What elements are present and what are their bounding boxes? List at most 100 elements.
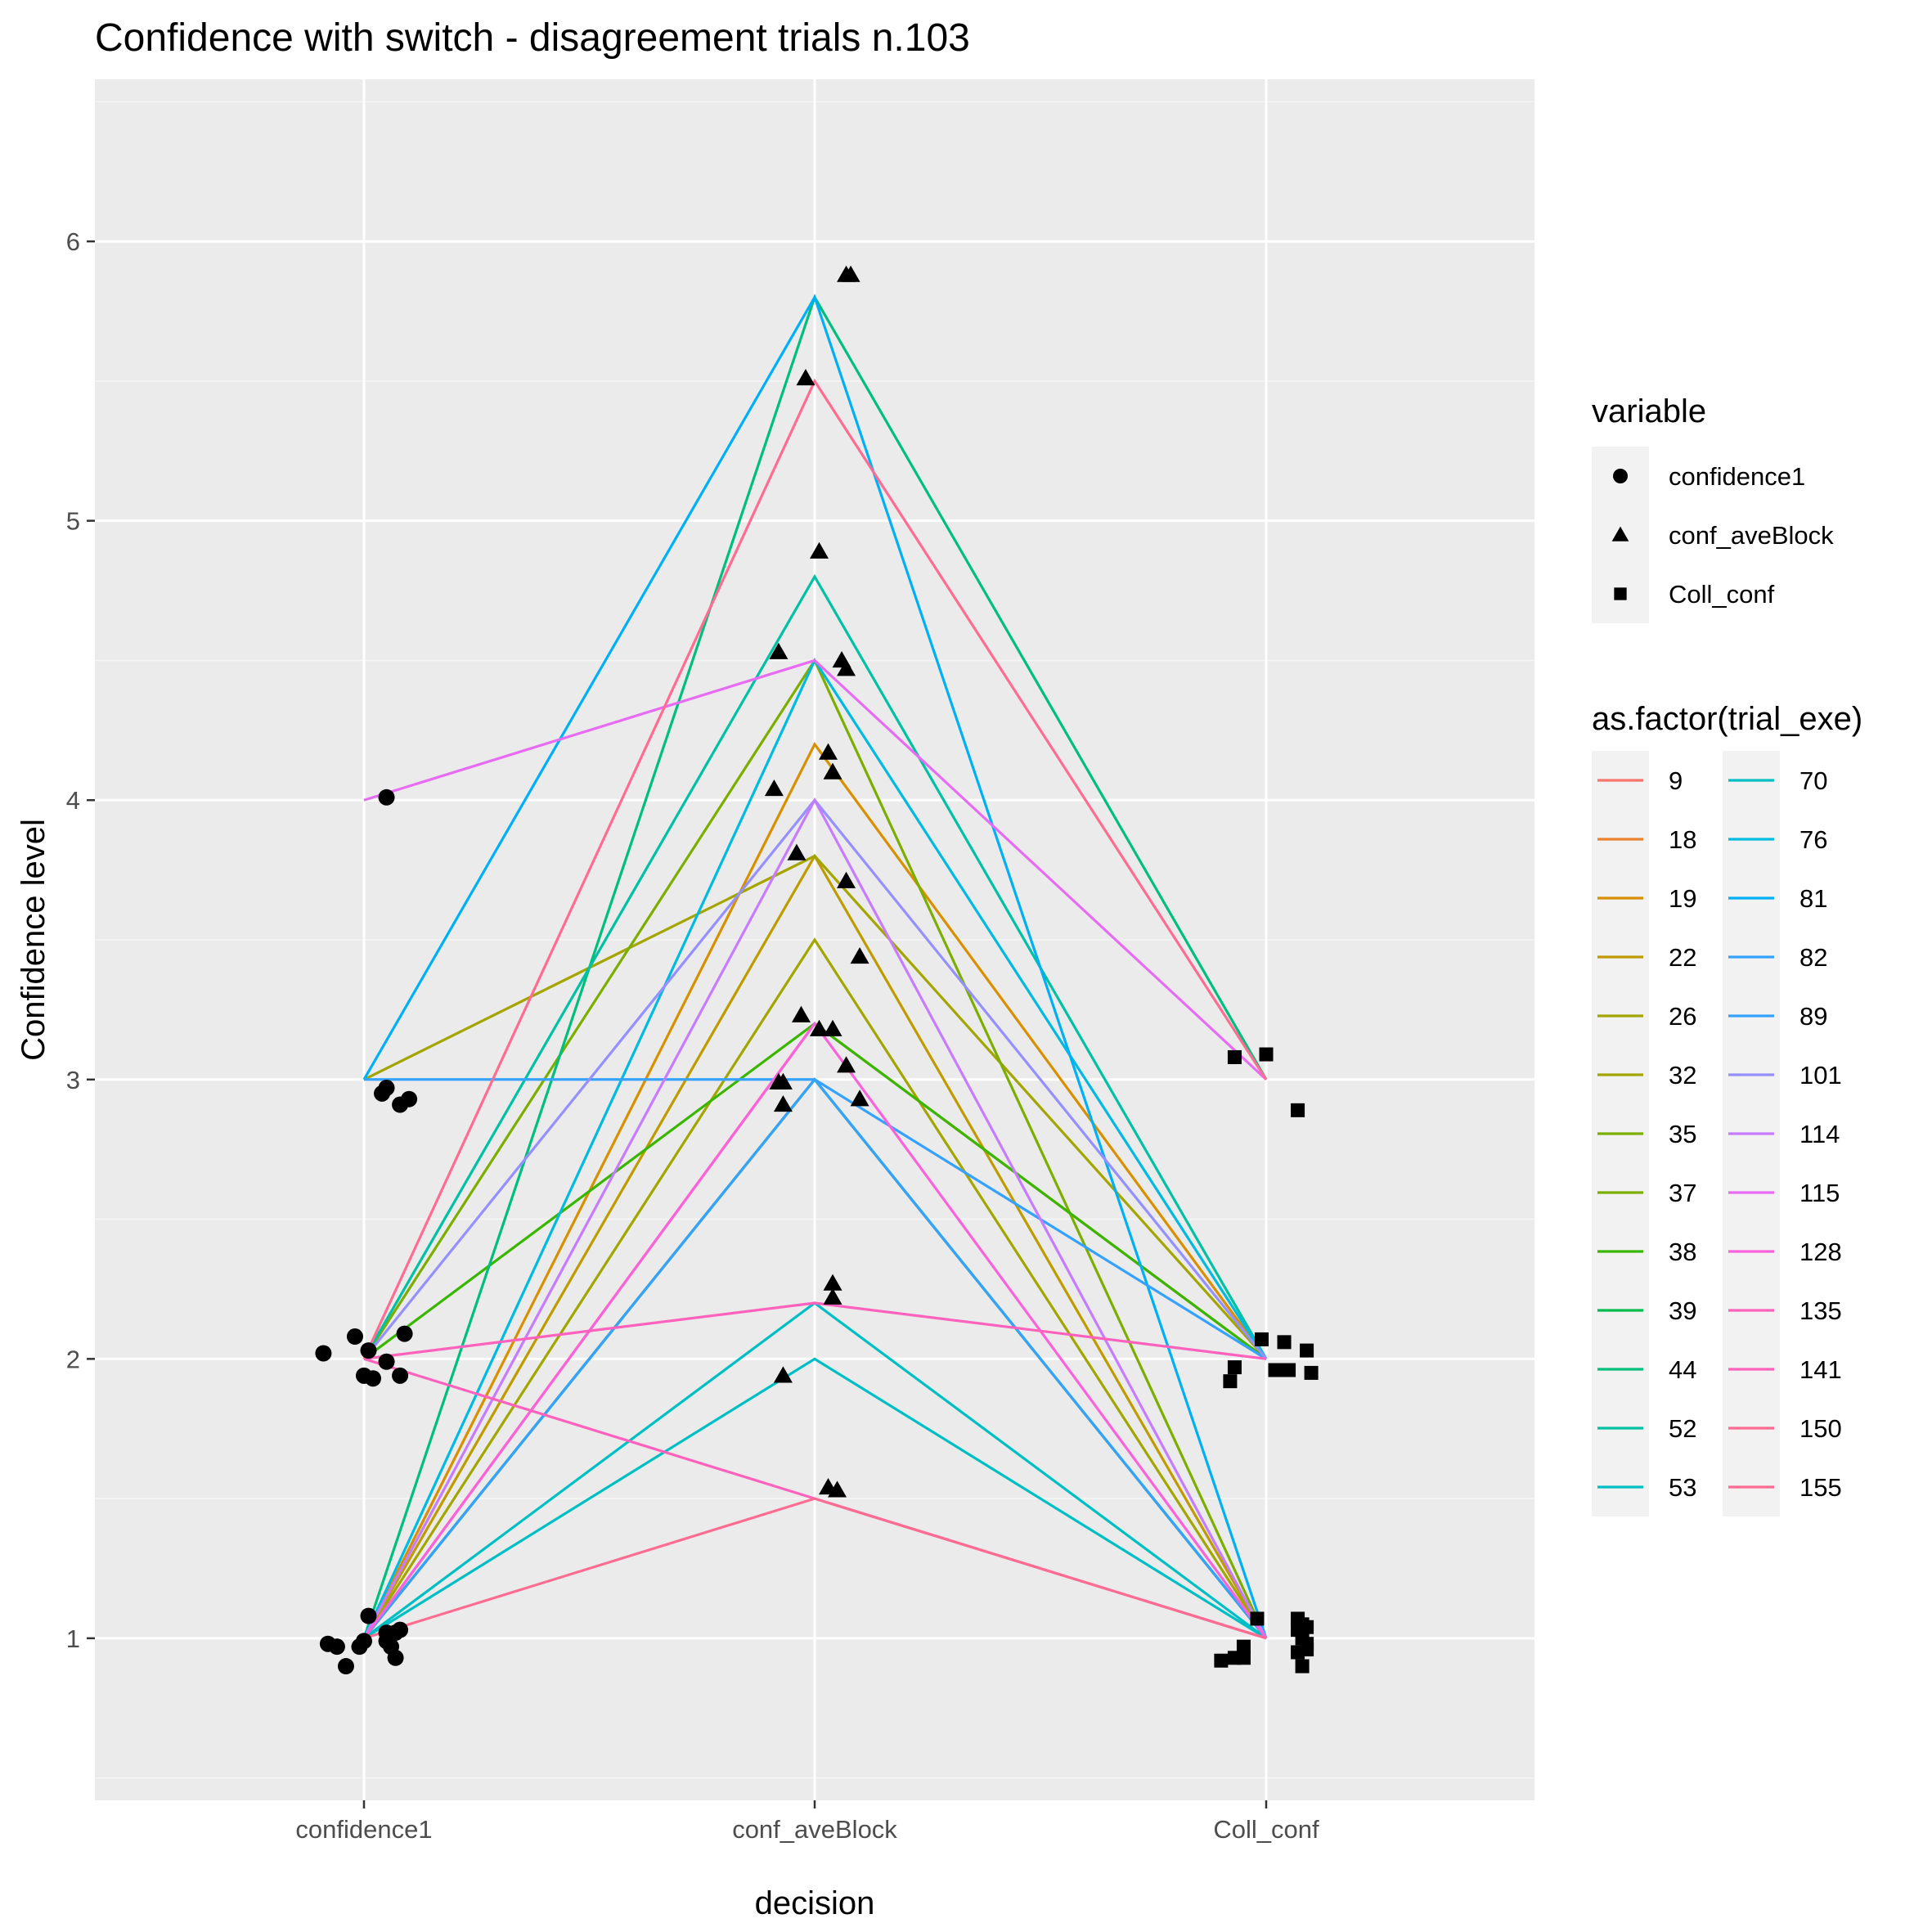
legend-label: Coll_conf [1669,580,1775,609]
x-axis: confidence1 conf_aveBlock Coll_conf [295,1800,1319,1844]
point-coll-conf [1250,1611,1265,1626]
point-conf-aveblock [837,659,856,676]
chart-title: Confidence with switch - disagreement tr… [95,16,970,60]
legend-trial-items: 9 18 19 22 26 32 35 37 38 39 44 52 53 70 76 81 82 89 101 11… [1592,751,1842,1516]
point-confidence1 [360,1607,377,1624]
legend-key-circle [1613,469,1628,483]
legend-label: 38 [1669,1238,1696,1266]
plot-panel [95,79,1534,1800]
series-line-115 [363,658,1268,1081]
point-confidence1 [328,1638,345,1656]
legend-label: 32 [1669,1061,1696,1090]
point-coll-conf [1227,1360,1242,1375]
legend-label: 82 [1799,943,1827,972]
point-conf-aveblock [787,843,806,860]
point-coll-conf [1291,1103,1305,1117]
point-coll-conf [1214,1653,1229,1668]
legend-label: 141 [1799,1355,1842,1384]
legend-trial: as.factor(trial_exe) 9 18 19 22 26 32 35 37 38 39… [1592,701,1862,1516]
point-confidence1 [378,789,395,806]
point-conf-aveblock [796,368,815,386]
legend-label: 89 [1799,1002,1827,1031]
point-conf-aveblock [773,1366,793,1383]
point-conf-aveblock [850,946,869,964]
point-confidence1 [401,1090,418,1108]
point-confidence1 [360,1342,377,1359]
series-line-81 [362,294,1268,1639]
legend-variable: variable confidence1 conf_aveBlock Coll_co… [1592,393,1834,623]
legend-label: 19 [1669,884,1696,913]
point-confidence1 [392,1367,409,1384]
point-confidence1 [346,1328,363,1346]
legend-label: 135 [1799,1296,1842,1325]
point-conf-aveblock [823,1287,842,1305]
data-points [315,265,1319,1675]
point-conf-aveblock [823,762,842,780]
legend-label: 81 [1799,884,1827,913]
point-confidence1 [337,1658,354,1675]
series-line-128 [362,1021,1268,1639]
legend-label: 44 [1669,1355,1696,1384]
point-confidence1 [374,1085,391,1102]
point-coll-conf [1223,1374,1238,1389]
legend-label: 52 [1669,1414,1696,1443]
point-coll-conf [1300,1343,1314,1358]
series-line-150 [363,1497,1267,1640]
point-coll-conf [1295,1659,1310,1674]
point-conf-aveblock [810,541,829,559]
y-tick-label: 2 [66,1345,80,1373]
legend-key-square [1614,587,1627,600]
point-confidence1 [378,1353,395,1370]
point-coll-conf [1254,1332,1269,1346]
legend-label: 155 [1799,1473,1842,1502]
y-tick-label: 5 [66,507,80,536]
point-conf-aveblock [823,1019,842,1036]
legend-label: 18 [1669,825,1696,854]
legend-label: 114 [1799,1120,1840,1148]
point-coll-conf [1236,1639,1251,1654]
legend-label: 53 [1669,1473,1696,1502]
legend-label: 37 [1669,1179,1696,1207]
point-coll-conf [1268,1363,1283,1377]
point-conf-aveblock [841,265,860,282]
point-conf-aveblock [819,743,838,760]
point-conf-aveblock [810,1019,829,1036]
point-conf-aveblock [828,1480,847,1498]
y-axis: 1 2 3 4 5 6 [66,227,95,1653]
legend-label: 9 [1669,766,1683,795]
legend-label: 39 [1669,1296,1696,1325]
point-coll-conf [1300,1620,1314,1634]
y-tick-label: 3 [66,1066,80,1094]
legend-trial-title: as.factor(trial_exe) [1592,701,1862,737]
point-confidence1 [392,1621,409,1638]
legend-label: 76 [1799,825,1827,854]
series-line-114 [362,797,1268,1639]
legend-label: 115 [1799,1179,1840,1207]
legend-label: 70 [1799,766,1827,795]
point-coll-conf [1277,1335,1292,1350]
point-conf-aveblock [837,1056,856,1073]
legend-label: 22 [1669,943,1696,972]
legend-label: 128 [1799,1238,1842,1266]
series-line-70 [363,1357,1267,1640]
x-axis-title: decision [755,1885,875,1921]
point-confidence1 [396,1325,413,1342]
x-tick-label: Coll_conf [1213,1815,1319,1844]
point-coll-conf [1300,1642,1314,1657]
point-confidence1 [315,1345,332,1362]
legend-label: 101 [1799,1061,1842,1090]
legend-label: confidence1 [1669,462,1805,491]
point-conf-aveblock [823,1274,842,1291]
legend-label: 150 [1799,1414,1842,1443]
legend-variable-items: confidence1 conf_aveBlock Coll_conf [1592,447,1834,623]
point-confidence1 [387,1649,404,1666]
legend-variable-title: variable [1592,393,1706,429]
legend-key-triangle [1611,526,1629,541]
point-conf-aveblock [791,1005,811,1022]
y-tick-label: 1 [66,1624,80,1653]
point-conf-aveblock [764,780,784,797]
point-coll-conf [1282,1363,1296,1377]
series-line-52 [362,573,1268,1360]
point-coll-conf [1304,1365,1319,1380]
